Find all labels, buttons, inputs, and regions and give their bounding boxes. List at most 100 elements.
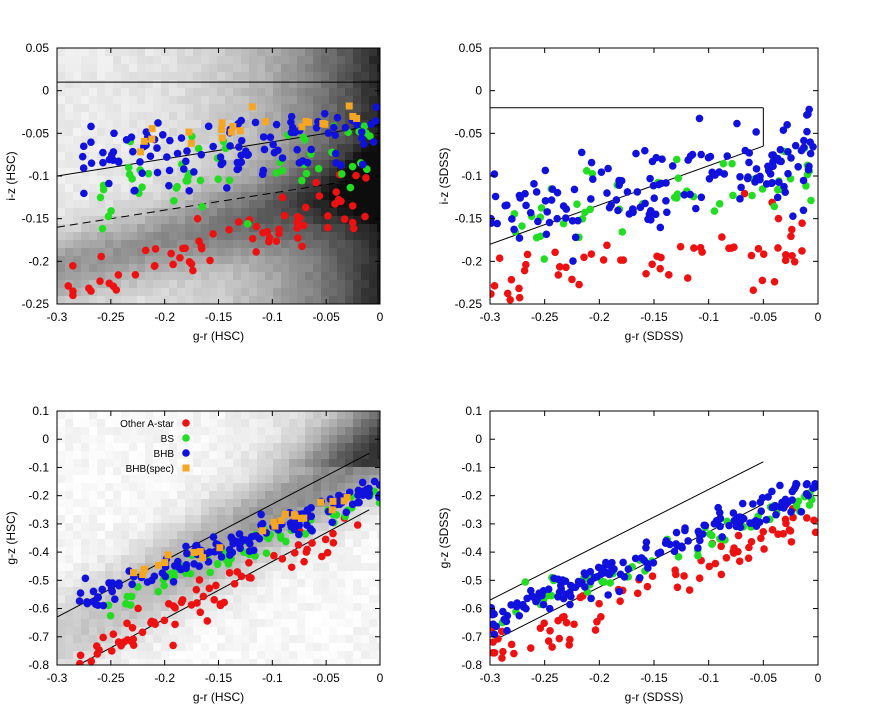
point-bs — [360, 122, 369, 130]
x-tick-label: -0.05 — [312, 310, 340, 324]
point-bhb-spec- — [353, 114, 361, 122]
point-other-a-star — [555, 263, 564, 271]
point-bhb — [587, 195, 595, 203]
point-other-a-star — [252, 222, 261, 231]
point-bhb — [715, 515, 723, 524]
point-bhb — [255, 534, 264, 543]
point-bhb-spec- — [136, 148, 144, 156]
point-bs — [521, 578, 530, 586]
point-bs — [282, 537, 290, 546]
point-other-a-star — [705, 562, 714, 571]
point-bhb — [737, 183, 745, 192]
point-bhb — [295, 159, 304, 167]
x-tick-label: -0.3 — [47, 671, 68, 685]
point-bhb — [680, 191, 689, 199]
point-bs — [183, 177, 192, 185]
point-other-a-star — [676, 242, 685, 251]
x-tick-label: -0.2 — [154, 310, 175, 324]
point-bhb — [99, 601, 108, 610]
point-other-a-star — [747, 251, 756, 260]
point-other-a-star — [787, 232, 795, 241]
point-other-a-star — [252, 248, 260, 256]
point-bs — [674, 174, 683, 182]
point-other-a-star — [69, 261, 77, 270]
point-bhb — [580, 569, 589, 577]
point-bhb-spec- — [271, 522, 279, 530]
point-bs — [748, 191, 756, 200]
point-other-a-star — [711, 559, 720, 568]
point-bhb — [783, 121, 791, 129]
point-other-a-star — [591, 626, 600, 634]
point-bhb-spec- — [345, 102, 353, 110]
point-bhb — [372, 103, 380, 112]
point-other-a-star — [520, 266, 529, 275]
point-bhb — [706, 152, 715, 161]
point-other-a-star — [134, 604, 142, 613]
point-bhb — [138, 169, 146, 178]
point-bhb — [143, 578, 152, 586]
point-bhb — [375, 481, 380, 489]
point-bhb — [544, 585, 553, 593]
point-bs — [618, 228, 627, 236]
point-bhb — [803, 127, 811, 136]
point-bhb — [209, 533, 218, 541]
point-bhb-spec- — [139, 570, 147, 578]
point-bhb — [749, 500, 757, 508]
point-other-a-star — [299, 221, 308, 230]
point-bhb — [697, 193, 706, 202]
point-other-a-star — [495, 254, 504, 263]
point-bhb — [672, 528, 681, 537]
point-bhb — [708, 168, 716, 177]
point-other-a-star — [206, 256, 214, 265]
point-bhb — [656, 223, 665, 232]
point-bhb — [266, 133, 275, 142]
point-bhb-spec- — [148, 125, 156, 133]
point-other-a-star — [595, 599, 603, 608]
point-bhb — [331, 149, 340, 158]
point-other-a-star — [167, 249, 175, 258]
point-other-a-star — [275, 229, 283, 238]
point-other-a-star — [150, 262, 159, 271]
point-other-a-star — [308, 539, 316, 547]
point-bhb — [328, 518, 337, 527]
point-bs — [194, 144, 203, 153]
y-tick-label: -0.2 — [461, 489, 482, 503]
point-bhb — [768, 487, 776, 496]
point-bhb — [587, 594, 595, 603]
point-bhb — [500, 615, 508, 624]
point-bhb — [195, 562, 203, 571]
point-bhb — [358, 160, 367, 169]
point-bs — [606, 579, 615, 587]
point-other-a-star — [696, 243, 705, 252]
point-other-a-star — [490, 282, 499, 290]
point-bhb — [574, 216, 582, 225]
point-bhb — [781, 495, 790, 504]
point-other-a-star — [722, 554, 731, 562]
point-bs — [715, 200, 724, 208]
point-bs — [206, 568, 215, 577]
point-bhb — [561, 577, 570, 585]
point-other-a-star — [744, 554, 753, 562]
scatter-points — [75, 477, 380, 665]
x-tick-label: 0 — [815, 310, 822, 324]
point-bs — [278, 166, 287, 175]
point-bs — [128, 175, 136, 183]
point-bhb — [235, 143, 243, 151]
point-other-a-star — [332, 188, 341, 196]
point-other-a-star — [546, 626, 554, 635]
point-bhb — [87, 122, 95, 131]
point-other-a-star — [768, 526, 777, 534]
point-other-a-star — [568, 275, 576, 284]
point-bhb — [715, 508, 724, 517]
point-bhb — [806, 149, 815, 158]
point-bhb — [789, 212, 797, 220]
y-axis-label: g-z (SDSS) — [437, 508, 451, 569]
point-bhb — [371, 117, 380, 125]
point-bhb — [99, 158, 107, 167]
point-bhb — [632, 149, 640, 158]
point-bhb — [736, 195, 744, 203]
x-tick-label: -0.2 — [154, 671, 175, 685]
point-bhb — [597, 570, 605, 579]
point-bhb — [353, 121, 361, 129]
x-tick-label: 0 — [377, 671, 384, 685]
